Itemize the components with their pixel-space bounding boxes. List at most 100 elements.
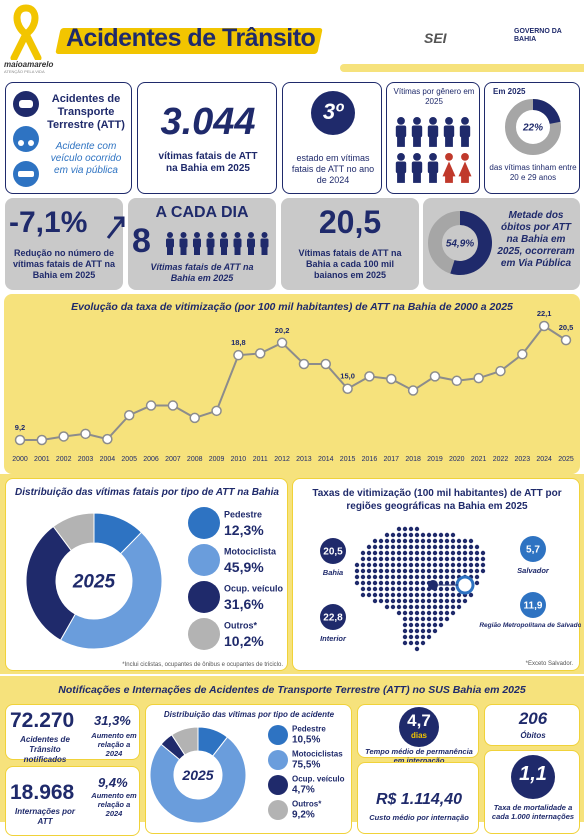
map-dot: [438, 586, 444, 592]
road-label: Metade dos óbitos por ATT na Bahia em 20…: [497, 210, 575, 269]
map-dot: [402, 628, 408, 634]
regions-title: Taxas de vitimização (100 mil habitantes…: [312, 488, 562, 512]
map-dot: [426, 622, 432, 628]
person-head: [261, 232, 268, 238]
person-head: [461, 153, 469, 161]
map-dot: [432, 592, 438, 598]
map-dot: [444, 598, 450, 604]
stay-label: Tempo médio de permanência em internação: [365, 747, 473, 765]
map-dot: [456, 556, 462, 562]
line-marker: [451, 375, 463, 387]
map-dot: [468, 556, 474, 562]
map-dot: [396, 544, 402, 550]
line-marker: [473, 372, 484, 384]
legend-icon: [268, 750, 288, 770]
map-dot: [474, 580, 480, 586]
x-tick-label: 2003: [78, 456, 94, 463]
map-dot: [426, 538, 432, 544]
map-dot: [414, 616, 420, 622]
stay-value: 4,7: [407, 711, 431, 730]
map-dot: [396, 610, 402, 616]
map-dot: [414, 574, 420, 580]
map-dot: [450, 610, 456, 616]
map-dot: [366, 562, 372, 568]
map-dot: [402, 526, 408, 532]
cost-label: Custo médio por internação: [369, 813, 469, 822]
x-tick-label: 2023: [515, 456, 531, 463]
sus-title: Notificações e Internações de Acidentes …: [58, 684, 526, 696]
per-day-pictogram: [166, 232, 269, 255]
age-label: das vítimas tinham entre 20 e 29 anos: [489, 163, 577, 182]
map-dot: [378, 568, 384, 574]
line-marker: [386, 373, 397, 385]
map-dot: [432, 574, 438, 580]
map-dot: [462, 556, 468, 562]
line-marker: [14, 434, 26, 446]
map-dot: [432, 628, 438, 634]
hosp-value: 18.968: [10, 781, 75, 804]
map-dot: [426, 556, 432, 562]
map-dot: [432, 568, 438, 574]
map-dot: [438, 598, 444, 604]
fatal-card: 3.044 vítimas fatais de ATT na Bahia em …: [137, 82, 277, 194]
map-dot: [420, 556, 426, 562]
map-dot: [444, 538, 450, 544]
map-dot: [378, 580, 384, 586]
map-dot: [414, 580, 420, 586]
line-marker: [342, 383, 353, 394]
map-dot: [378, 556, 384, 562]
map-dot: [396, 526, 402, 532]
map-dot: [438, 532, 444, 538]
map-dot: [408, 532, 414, 538]
map-dot: [438, 550, 444, 556]
map-dot: [432, 604, 438, 610]
map-dot: [390, 604, 396, 610]
map-dot: [444, 562, 450, 568]
map-dot: [450, 556, 456, 562]
x-tick-label: 2008: [187, 456, 203, 463]
data-label: 4,7%: [292, 785, 315, 796]
data-label: 9,2%: [292, 810, 315, 821]
map-dot: [396, 550, 402, 556]
person-head: [461, 117, 469, 125]
map-dot: [414, 556, 420, 562]
x-tick-label: 2006: [143, 456, 159, 463]
line-marker: [517, 349, 528, 360]
map-dot: [408, 574, 414, 580]
deaths-value: 206: [518, 709, 548, 728]
x-tick-label: 2020: [449, 456, 465, 463]
map-dot: [444, 580, 450, 586]
map-dot: [414, 532, 420, 538]
rate-value: 20,5: [318, 204, 382, 240]
road-card: 54,9% Metade dos óbitos por ATT na Bahia…: [423, 198, 580, 290]
x-tick-label: 2007: [165, 456, 181, 463]
legend-icon: [268, 725, 288, 745]
region-label: Salvador: [517, 566, 550, 575]
data-label: 20,2: [275, 326, 290, 335]
map-dot: [366, 550, 372, 556]
region-value: 5,7: [526, 545, 540, 556]
map-dot: [378, 544, 384, 550]
map-dot: [438, 574, 444, 580]
map-dot: [414, 598, 420, 604]
map-dot: [396, 592, 402, 598]
person-legs: [207, 247, 214, 255]
region-badge: [320, 604, 346, 630]
map-dot: [360, 592, 366, 598]
x-tick-label: 2009: [209, 456, 225, 463]
map-dot: [390, 532, 396, 538]
person-head: [429, 117, 437, 125]
map-dot: [444, 616, 450, 622]
person-head: [221, 232, 227, 238]
ribbon-icon: [10, 4, 42, 60]
data-label: 20,5: [559, 323, 574, 332]
person-body: [411, 125, 423, 138]
line-marker: [407, 385, 419, 396]
per-day-label: Vítimas fatais de ATT na Bahia em 2025: [150, 262, 254, 283]
map-dot: [402, 556, 408, 562]
notified-card: 72.270 Acidentes de Trânsito notificados…: [5, 704, 140, 764]
map-dot: [420, 580, 426, 586]
x-tick-label: 2002: [56, 456, 72, 463]
page-title: Acidentes de Trânsito: [66, 24, 316, 52]
map-dot: [432, 556, 438, 562]
